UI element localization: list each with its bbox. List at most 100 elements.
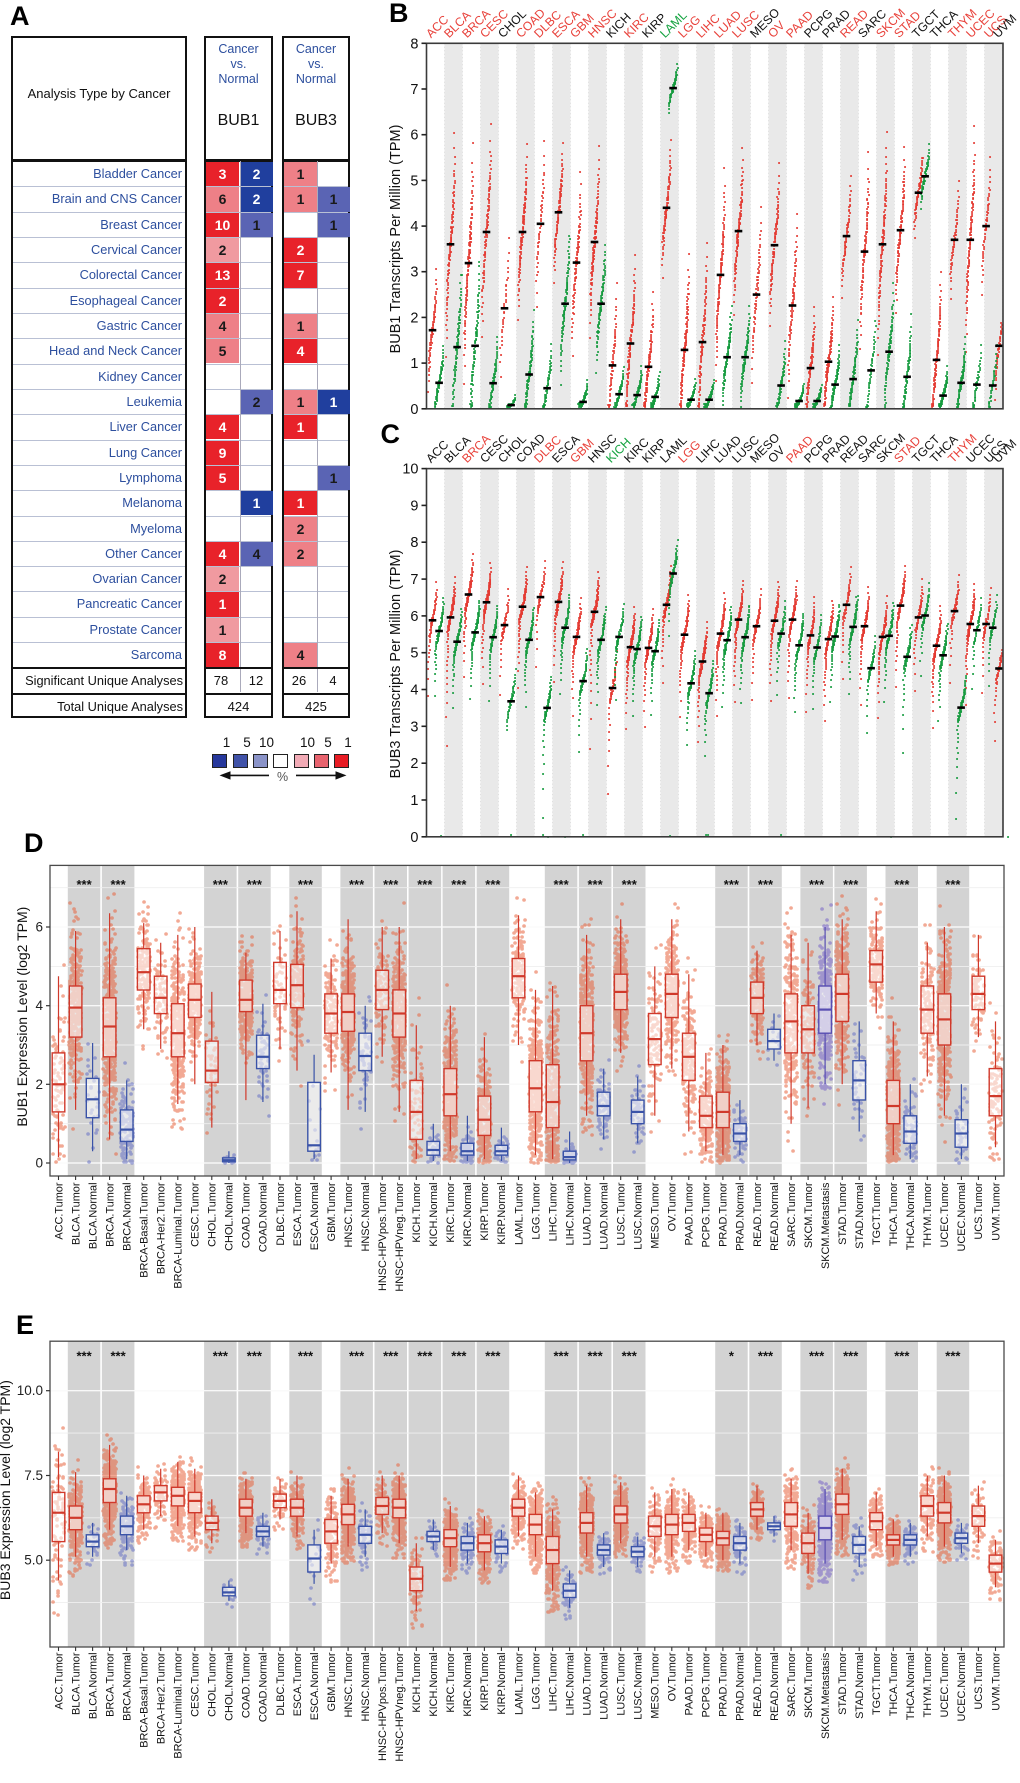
svg-text:8: 8 [410, 535, 418, 551]
svg-text:ESCA.Normal: ESCA.Normal [309, 1653, 321, 1721]
svg-text:GBM.Tumor: GBM.Tumor [326, 1652, 338, 1711]
svg-text:***: *** [485, 877, 501, 892]
svg-text:LGG.Tumor: LGG.Tumor [530, 1182, 542, 1239]
svg-text:KICH.Normal: KICH.Normal [428, 1183, 440, 1247]
svg-text:SKCM.Tumor: SKCM.Tumor [803, 1652, 815, 1718]
svg-text:THCA.Normal: THCA.Normal [905, 1653, 917, 1721]
svg-text:THCA.Normal: THCA.Normal [905, 1183, 917, 1251]
svg-text:***: *** [622, 1349, 638, 1364]
svg-text:COAD.Tumor: COAD.Tumor [241, 1652, 253, 1718]
svg-text:***: *** [111, 1349, 127, 1364]
svg-text:LIHC.Normal: LIHC.Normal [564, 1653, 576, 1716]
svg-text:PCPG.Tumor: PCPG.Tumor [701, 1652, 713, 1717]
svg-text:BLCA.Tumor: BLCA.Tumor [70, 1652, 82, 1715]
svg-text:***: *** [588, 877, 604, 892]
svg-text:BRCA-Her2.Tumor: BRCA-Her2.Tumor [156, 1652, 168, 1744]
svg-text:SARC.Tumor: SARC.Tumor [786, 1182, 798, 1247]
svg-text:HNSC.Normal: HNSC.Normal [360, 1653, 372, 1722]
svg-text:***: *** [809, 1349, 825, 1364]
svg-text:6: 6 [410, 609, 418, 625]
svg-text:HNSC-HPVneg.Tumor: HNSC-HPVneg.Tumor [394, 1182, 406, 1292]
svg-text:ACC.Tumor: ACC.Tumor [53, 1182, 65, 1239]
svg-text:***: *** [894, 877, 910, 892]
svg-text:BUB3 Transcripts Per Million (: BUB3 Transcripts Per Million (TPM) [388, 550, 404, 779]
svg-text:BRCA.Normal: BRCA.Normal [122, 1183, 134, 1251]
svg-text:KIRP.Normal: KIRP.Normal [496, 1183, 508, 1245]
svg-text:KIRC.Normal: KIRC.Normal [462, 1653, 474, 1717]
svg-text:MESO.Tumor: MESO.Tumor [650, 1652, 662, 1719]
svg-text:ESCA.Normal: ESCA.Normal [309, 1183, 321, 1251]
svg-text:KICH.Tumor: KICH.Tumor [411, 1182, 423, 1242]
svg-text:0: 0 [35, 1156, 43, 1171]
svg-text:STAD.Normal: STAD.Normal [854, 1653, 866, 1719]
svg-text:BUB1 Expression Level (log2 TP: BUB1 Expression Level (log2 TPM) [14, 907, 30, 1127]
svg-text:LIHC.Tumor: LIHC.Tumor [547, 1182, 559, 1241]
svg-text:***: *** [451, 1349, 467, 1364]
svg-text:***: *** [298, 877, 314, 892]
svg-text:***: *** [417, 1349, 433, 1364]
svg-text:DLBC.Tumor: DLBC.Tumor [275, 1652, 287, 1716]
svg-text:KICH.Normal: KICH.Normal [428, 1653, 440, 1717]
svg-text:***: *** [383, 877, 399, 892]
svg-text:KICH.Tumor: KICH.Tumor [411, 1652, 423, 1712]
svg-text:***: *** [298, 1349, 314, 1364]
svg-text:KIRP.Tumor: KIRP.Tumor [479, 1182, 491, 1240]
svg-text:COAD.Normal: COAD.Normal [258, 1653, 270, 1723]
svg-text:2: 2 [410, 756, 418, 772]
svg-text:KIRC.Normal: KIRC.Normal [462, 1183, 474, 1247]
svg-text:LUSC.Tumor: LUSC.Tumor [616, 1652, 628, 1716]
svg-text:STAD.Tumor: STAD.Tumor [837, 1652, 849, 1715]
svg-text:***: *** [758, 877, 774, 892]
svg-text:***: *** [945, 877, 961, 892]
svg-text:***: *** [247, 877, 263, 892]
svg-text:***: *** [485, 1349, 501, 1364]
svg-text:BRCA-Basal.Tumor: BRCA-Basal.Tumor [139, 1182, 151, 1278]
svg-text:PRAD.Tumor: PRAD.Tumor [718, 1182, 730, 1247]
svg-text:OV.Tumor: OV.Tumor [667, 1182, 679, 1231]
svg-text:10.0: 10.0 [17, 1383, 43, 1398]
svg-text:***: *** [843, 1349, 859, 1364]
svg-text:%: % [277, 770, 288, 784]
svg-text:PRAD.Tumor: PRAD.Tumor [718, 1652, 730, 1717]
svg-text:HNSC.Tumor: HNSC.Tumor [343, 1652, 355, 1717]
svg-text:KIRP.Normal: KIRP.Normal [496, 1653, 508, 1715]
svg-text:2: 2 [35, 1077, 43, 1092]
svg-text:***: *** [843, 877, 859, 892]
svg-text:8: 8 [410, 36, 418, 52]
svg-text:***: *** [349, 1349, 365, 1364]
svg-text:UVM.Tumor: UVM.Tumor [990, 1182, 1002, 1241]
svg-text:KIRC.Tumor: KIRC.Tumor [445, 1182, 457, 1242]
svg-text:7: 7 [410, 572, 418, 588]
svg-text:BRCA-Luminal.Tumor: BRCA-Luminal.Tumor [173, 1182, 185, 1288]
svg-text:CHOL.Normal: CHOL.Normal [224, 1653, 236, 1721]
svg-text:ESCA.Tumor: ESCA.Tumor [292, 1182, 304, 1246]
svg-text:2: 2 [410, 310, 418, 326]
svg-text:UCS.Tumor: UCS.Tumor [973, 1182, 985, 1239]
svg-text:HNSC.Normal: HNSC.Normal [360, 1183, 372, 1252]
svg-text:0: 0 [410, 830, 418, 846]
svg-text:COAD.Normal: COAD.Normal [258, 1183, 270, 1253]
svg-text:SKCM.Tumor: SKCM.Tumor [803, 1182, 815, 1248]
svg-text:ESCA.Tumor: ESCA.Tumor [292, 1652, 304, 1716]
svg-text:6: 6 [410, 128, 418, 144]
svg-text:5: 5 [410, 646, 418, 662]
svg-text:SKCM.Metastasis: SKCM.Metastasis [820, 1652, 832, 1739]
svg-text:GBM.Tumor: GBM.Tumor [326, 1182, 338, 1241]
svg-text:***: *** [588, 1349, 604, 1364]
svg-text:STAD.Tumor: STAD.Tumor [837, 1182, 849, 1245]
svg-text:UCS.Tumor: UCS.Tumor [973, 1652, 985, 1709]
svg-text:***: *** [213, 1349, 229, 1364]
svg-text:1: 1 [410, 356, 418, 372]
svg-text:THYM.Tumor: THYM.Tumor [922, 1652, 934, 1717]
svg-text:4: 4 [410, 219, 418, 235]
svg-text:BRCA-Basal.Tumor: BRCA-Basal.Tumor [139, 1652, 151, 1748]
svg-text:LIHC.Tumor: LIHC.Tumor [547, 1652, 559, 1711]
svg-text:10: 10 [402, 462, 418, 478]
svg-text:HNSC.Tumor: HNSC.Tumor [343, 1182, 355, 1247]
svg-text:SKCM.Metastasis: SKCM.Metastasis [820, 1182, 832, 1269]
svg-text:***: *** [554, 877, 570, 892]
svg-text:4: 4 [410, 683, 418, 699]
svg-text:LUSC.Tumor: LUSC.Tumor [616, 1182, 628, 1246]
svg-text:0: 0 [410, 402, 418, 418]
svg-text:PAAD.Tumor: PAAD.Tumor [684, 1652, 696, 1715]
